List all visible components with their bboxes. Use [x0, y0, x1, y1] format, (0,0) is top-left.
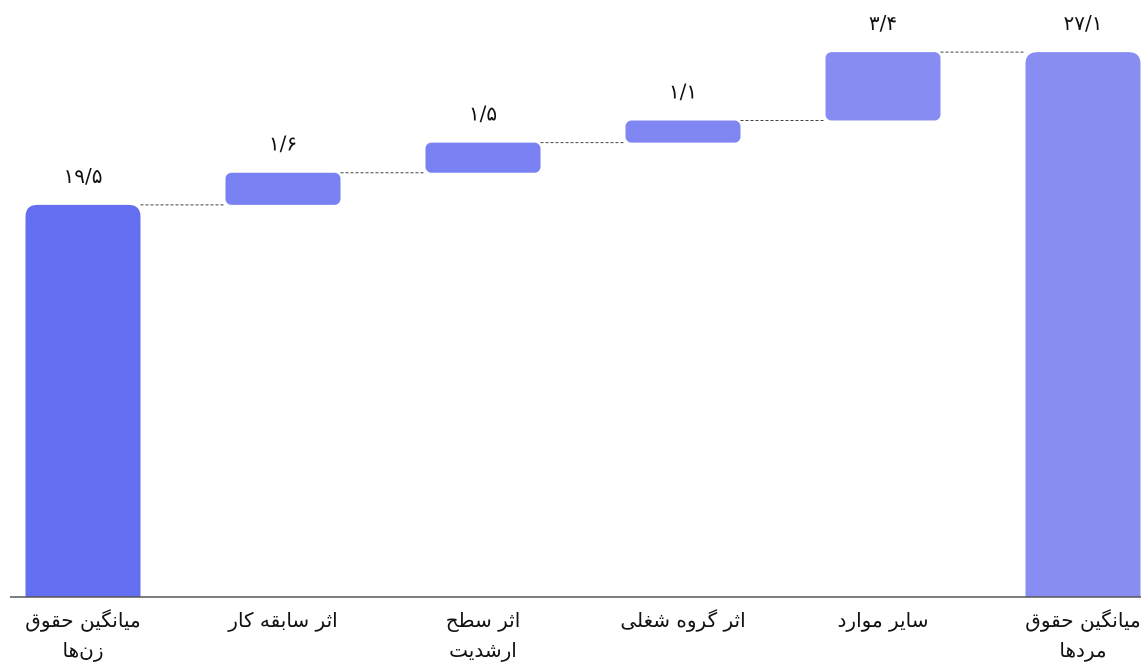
x-tick-label: اثر سطح ارشدیت [445, 608, 521, 662]
bar [25, 204, 141, 598]
bar [625, 120, 741, 143]
x-tick-label: اثر سابقه کار [228, 608, 338, 632]
value-label: ۱/۶ [269, 132, 297, 156]
bar [825, 52, 941, 121]
x-tick-label: میانگین حقوق زن‌ها [25, 608, 141, 662]
value-label: ۱۹/۵ [64, 164, 103, 188]
value-label: ۲۷/۱ [1064, 11, 1103, 35]
x-tick-label: اثر گروه شغلی [620, 608, 746, 632]
x-tick-label: میانگین حقوق مردها [1025, 608, 1141, 662]
bar [425, 142, 541, 173]
value-label: ۱/۱ [669, 79, 697, 103]
value-label: ۱/۵ [469, 102, 497, 126]
x-tick-label: سایر موارد [837, 608, 929, 632]
bar [225, 172, 341, 205]
value-label: ۳/۴ [869, 11, 897, 35]
bar [1025, 52, 1141, 597]
